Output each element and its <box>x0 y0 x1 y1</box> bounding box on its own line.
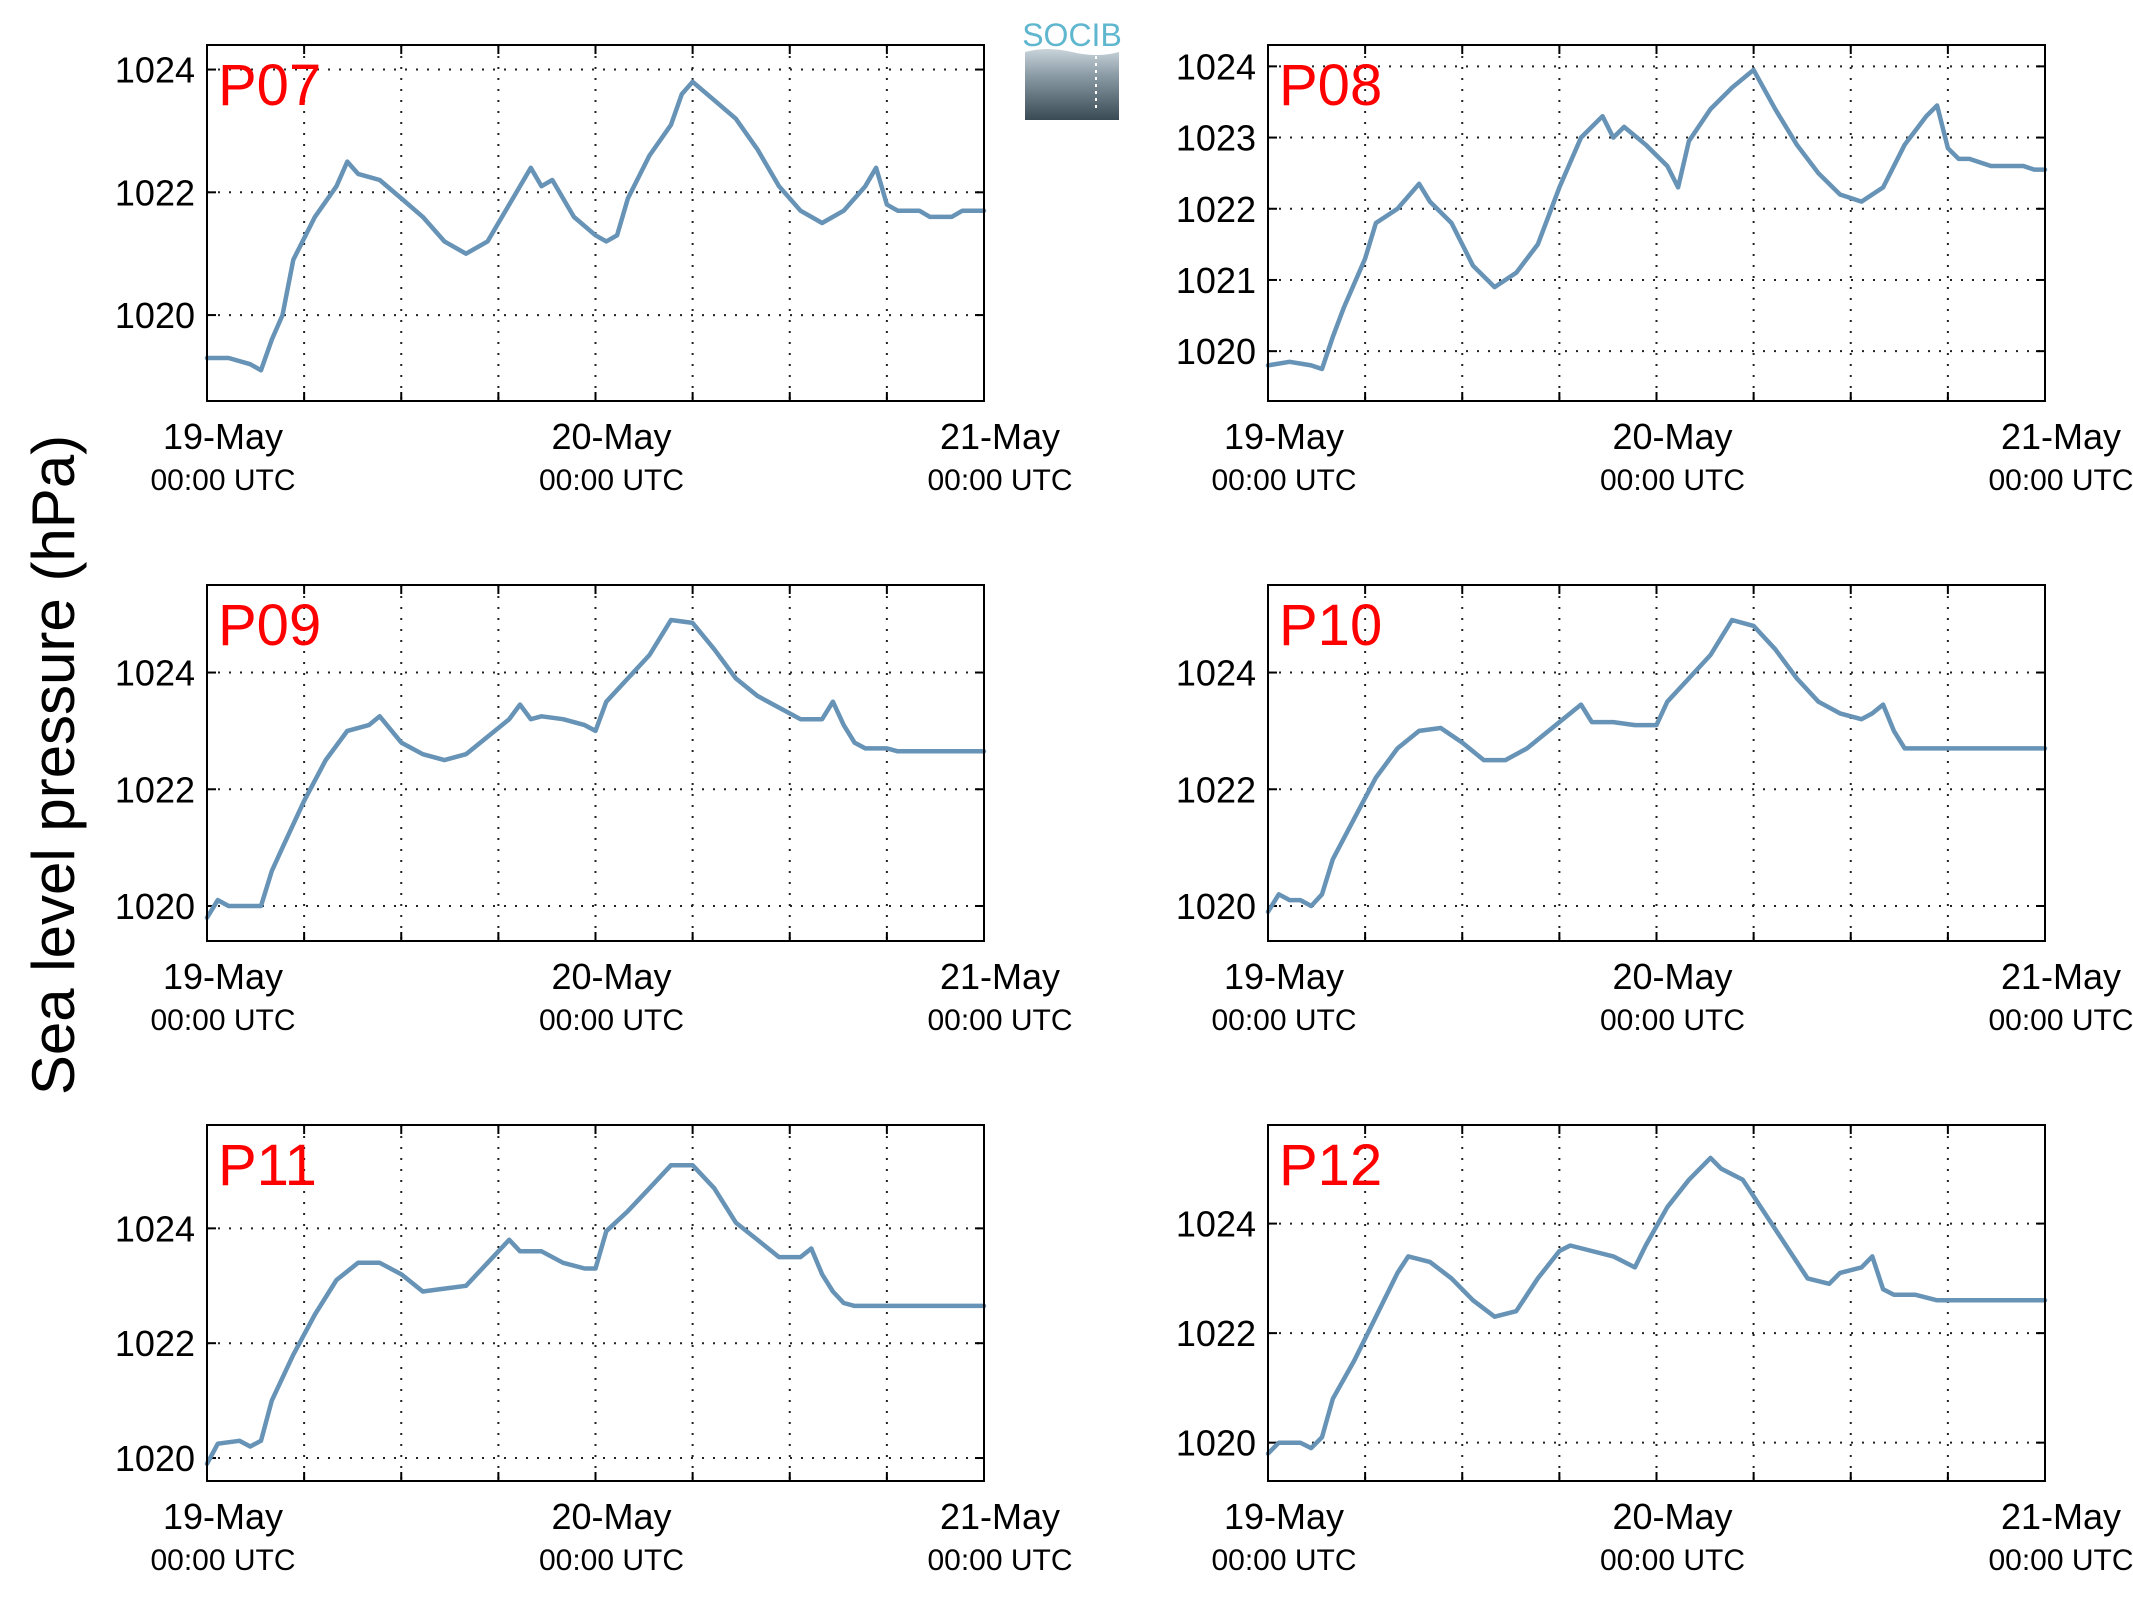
x-tick-label-time: 00:00 UTC <box>150 1004 295 1037</box>
panels-container: 1020 1022 1024 P07 19-May 00:00 UTC 20-May 00:0… <box>115 44 2133 1577</box>
panel-p11: 1020 1022 1024 P11 19-May 00:00 UTC 20-May 00:0… <box>115 1124 1073 1577</box>
x-tick-label-time: 00:00 UTC <box>1600 1004 1745 1037</box>
panel-label: P08 <box>1279 53 1382 118</box>
series-line-p11 <box>204 1162 987 1467</box>
x-tick-label-time: 00:00 UTC <box>927 464 1072 497</box>
x-tick-label-time: 00:00 UTC <box>539 464 684 497</box>
x-tick-label-date: 20-May <box>551 1496 671 1537</box>
x-tick-label-date: 21-May <box>2001 956 2121 997</box>
y-tick-label: 1022 <box>1176 1313 1256 1354</box>
x-tick-label-date: 20-May <box>551 416 671 457</box>
y-tick-label: 1020 <box>1176 886 1256 927</box>
x-tick-label-time: 00:00 UTC <box>1600 1544 1745 1577</box>
panel-label: P10 <box>1279 593 1382 658</box>
x-tick-label-date: 19-May <box>1224 956 1344 997</box>
x-tick-label-date: 21-May <box>940 416 1060 457</box>
series-line-p08 <box>1265 67 2048 372</box>
x-tick-label-time: 00:00 UTC <box>927 1004 1072 1037</box>
y-tick-label: 1022 <box>115 769 195 810</box>
panel-p07: 1020 1022 1024 P07 19-May 00:00 UTC 20-May 00:0… <box>115 44 1073 497</box>
x-tick-label-time: 00:00 UTC <box>1211 464 1356 497</box>
y-tick-label: 1021 <box>1176 260 1256 301</box>
x-tick-label-date: 19-May <box>163 1496 283 1537</box>
x-tick-label-time: 00:00 UTC <box>150 464 295 497</box>
series-line-p07 <box>204 79 987 373</box>
plot-frame <box>206 1124 985 1482</box>
series-line-p09 <box>204 617 987 920</box>
y-tick-label: 1022 <box>115 1323 195 1364</box>
x-tick-label-date: 20-May <box>1612 956 1732 997</box>
panel-p08: 1020 1021 1022 1023 1024 P08 19-May 00:00 UTC 20… <box>1176 44 2133 497</box>
x-tick-label-date: 19-May <box>163 956 283 997</box>
y-axis-label: Sea level pressure (hPa) <box>20 435 87 1095</box>
panel-p09: 1020 1022 1024 P09 19-May 00:00 UTC 20-May 00:0… <box>115 584 1073 1037</box>
x-tick-label-time: 00:00 UTC <box>539 1004 684 1037</box>
x-tick-label-date: 20-May <box>1612 416 1732 457</box>
x-tick-label-time: 00:00 UTC <box>150 1544 295 1577</box>
panel-label: P09 <box>218 593 321 658</box>
x-tick-label-time: 00:00 UTC <box>1211 1544 1356 1577</box>
x-tick-label-time: 00:00 UTC <box>927 1544 1072 1577</box>
panel-p12: 1020 1022 1024 P12 19-May 00:00 UTC 20-May 00:0… <box>1176 1124 2133 1577</box>
y-tick-label: 1020 <box>115 1438 195 1479</box>
plot-frame <box>206 44 985 402</box>
y-tick-label: 1020 <box>115 886 195 927</box>
y-tick-label: 1022 <box>1176 769 1256 810</box>
y-tick-label: 1023 <box>1176 118 1256 159</box>
plot-frame <box>1267 44 2046 402</box>
y-tick-label: 1022 <box>1176 189 1256 230</box>
x-tick-label-date: 21-May <box>940 956 1060 997</box>
y-tick-label: 1024 <box>115 50 195 91</box>
y-tick-label: 1020 <box>1176 331 1256 372</box>
y-tick-label: 1024 <box>115 653 195 694</box>
plot-frame <box>206 584 985 942</box>
y-tick-label: 1020 <box>115 295 195 336</box>
y-tick-label: 1020 <box>1176 1423 1256 1464</box>
series-line-p12 <box>1265 1155 2048 1456</box>
panel-label: P07 <box>218 53 321 118</box>
socib-logo-text: SOCIB <box>1022 17 1122 53</box>
panel-label: P12 <box>1279 1133 1382 1198</box>
socib-logo: SOCIB <box>1022 17 1122 120</box>
x-tick-label-date: 20-May <box>551 956 671 997</box>
y-tick-label: 1022 <box>115 172 195 213</box>
series-line-p10 <box>1265 617 2048 915</box>
x-tick-label-date: 19-May <box>1224 416 1344 457</box>
x-tick-label-time: 00:00 UTC <box>1988 464 2133 497</box>
x-tick-label-date: 21-May <box>2001 416 2121 457</box>
y-tick-label: 1024 <box>1176 46 1256 87</box>
x-tick-label-time: 00:00 UTC <box>539 1544 684 1577</box>
x-tick-label-time: 00:00 UTC <box>1211 1004 1356 1037</box>
plot-frame <box>1267 1124 2046 1482</box>
x-tick-label-date: 20-May <box>1612 1496 1732 1537</box>
panel-label: P11 <box>218 1133 317 1198</box>
y-tick-label: 1024 <box>115 1208 195 1249</box>
plot-frame <box>1267 584 2046 942</box>
x-tick-label-time: 00:00 UTC <box>1988 1004 2133 1037</box>
x-tick-label-date: 21-May <box>940 1496 1060 1537</box>
x-tick-label-date: 19-May <box>1224 1496 1344 1537</box>
x-tick-label-date: 19-May <box>163 416 283 457</box>
y-tick-label: 1024 <box>1176 653 1256 694</box>
panel-p10: 1020 1022 1024 P10 19-May 00:00 UTC 20-May 00:0… <box>1176 584 2133 1037</box>
y-tick-label: 1024 <box>1176 1204 1256 1245</box>
x-tick-label-date: 21-May <box>2001 1496 2121 1537</box>
x-tick-label-time: 00:00 UTC <box>1988 1544 2133 1577</box>
x-tick-label-time: 00:00 UTC <box>1600 464 1745 497</box>
